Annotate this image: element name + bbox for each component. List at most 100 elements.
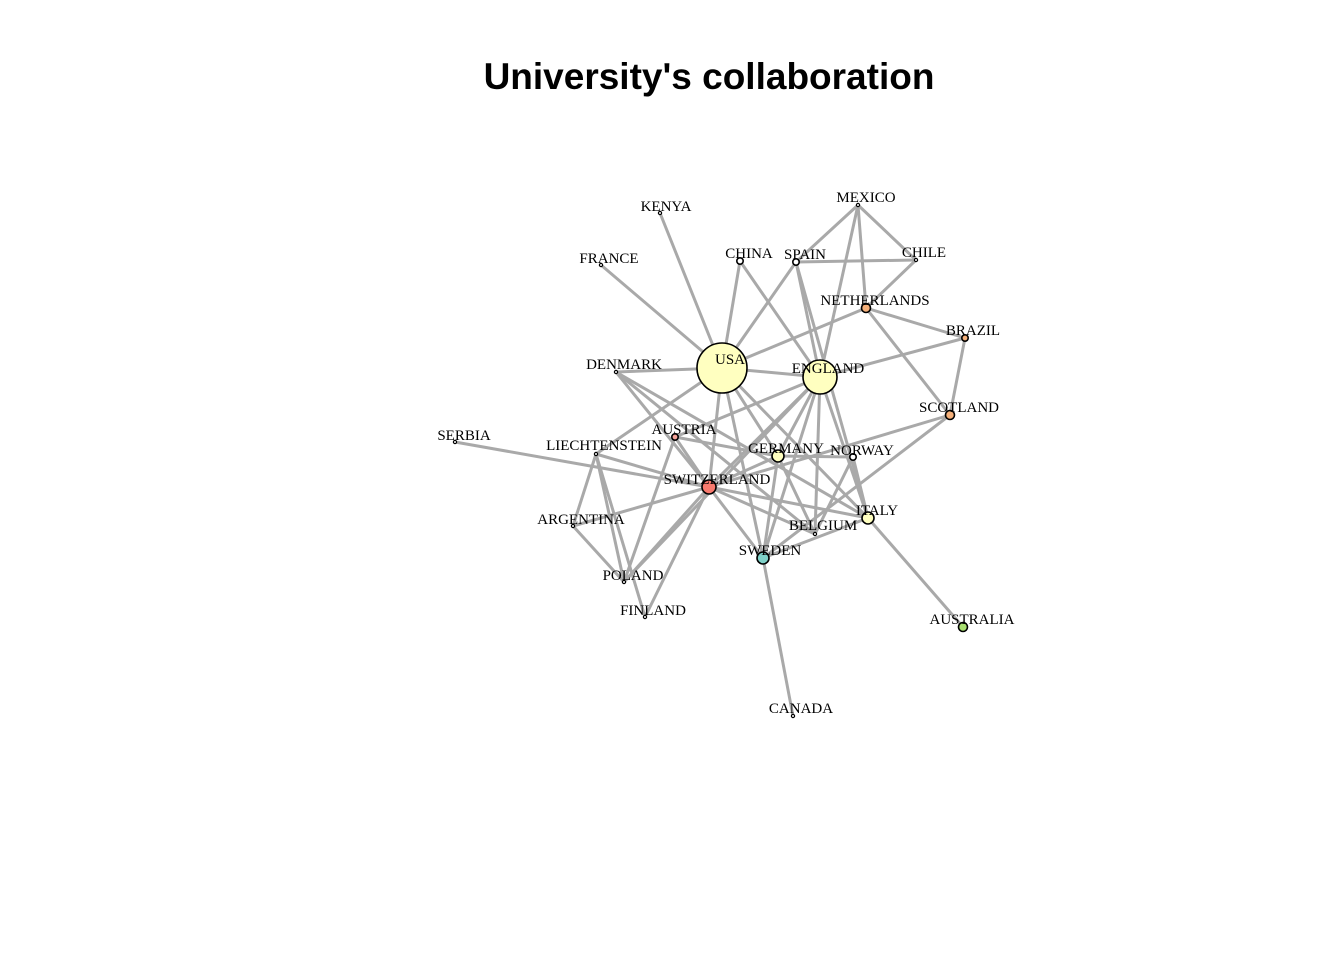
node-kenya[interactable] bbox=[657, 210, 663, 216]
edge-germany-belgium bbox=[776, 454, 817, 536]
edge-usa-france bbox=[599, 263, 724, 370]
edge-denmark-belgium bbox=[614, 370, 817, 536]
edge-chile-netherlands bbox=[864, 258, 918, 310]
label-layer: USA ENGLAND SWITZERLAND ITALY GERMANY SWEDEN A… bbox=[437, 190, 1014, 717]
node-germany[interactable] bbox=[771, 449, 785, 463]
node-england[interactable] bbox=[802, 359, 838, 395]
edge-mexico-chile bbox=[856, 203, 918, 262]
node-label-argentina: ARGENTINA bbox=[537, 512, 625, 528]
edge-england-austria bbox=[673, 375, 822, 439]
node-serbia[interactable] bbox=[452, 439, 458, 445]
edge-usa-kenya bbox=[658, 211, 724, 370]
node-denmark[interactable] bbox=[613, 369, 619, 375]
edge-denmark-switzerland bbox=[614, 370, 711, 489]
edge-denmark-italy bbox=[614, 370, 870, 520]
node-belgium[interactable] bbox=[812, 531, 818, 537]
node-label-poland: POLAND bbox=[603, 568, 664, 584]
edge-mexico-spain bbox=[794, 203, 860, 264]
edge-liechtenstein-poland bbox=[594, 452, 626, 584]
node-italy[interactable] bbox=[861, 511, 875, 525]
edge-england-poland bbox=[622, 375, 822, 584]
edge-england-china bbox=[738, 259, 822, 379]
edge-scotland-sweden bbox=[761, 413, 952, 560]
node-austria[interactable] bbox=[670, 432, 679, 441]
edge-layer bbox=[453, 203, 967, 718]
edge-liechtenstein-switzerland bbox=[594, 452, 711, 489]
node-label-norway: NORWAY bbox=[830, 443, 894, 459]
edge-switzerland-germany bbox=[707, 454, 780, 489]
node-france[interactable] bbox=[598, 262, 604, 268]
node-label-spain: SPAIN bbox=[784, 247, 826, 263]
node-mexico[interactable] bbox=[855, 202, 861, 208]
node-label-netherlands: NETHERLANDS bbox=[820, 293, 929, 309]
node-layer bbox=[452, 202, 969, 719]
node-norway[interactable] bbox=[848, 452, 857, 461]
node-label-serbia: SERBIA bbox=[437, 428, 491, 444]
edge-scotland-switzerland bbox=[707, 413, 952, 489]
node-label-mexico: MEXICO bbox=[836, 190, 895, 206]
edge-spain-chile bbox=[794, 258, 918, 264]
node-brazil[interactable] bbox=[960, 333, 969, 342]
node-label-england: ENGLAND bbox=[792, 361, 865, 377]
node-label-germany: GERMANY bbox=[748, 441, 824, 457]
node-netherlands[interactable] bbox=[860, 302, 872, 314]
edge-sweden-canada bbox=[761, 556, 795, 718]
node-finland[interactable] bbox=[642, 614, 648, 620]
edge-germany-norway bbox=[776, 454, 855, 459]
edge-netherlands-brazil bbox=[864, 306, 967, 340]
node-label-scotland: SCOTLAND bbox=[919, 400, 999, 416]
edge-england-sweden bbox=[761, 375, 822, 560]
node-china[interactable] bbox=[735, 256, 744, 265]
edge-italy-sweden bbox=[761, 516, 870, 560]
edge-england-mexico bbox=[818, 203, 860, 379]
edge-usa-italy bbox=[720, 366, 870, 520]
node-argentina[interactable] bbox=[570, 523, 576, 529]
edge-mexico-netherlands bbox=[856, 203, 868, 310]
node-label-belgium: BELGIUM bbox=[789, 518, 857, 534]
node-label-switzerland: SWITZERLAND bbox=[664, 472, 771, 488]
edge-norway-belgium bbox=[813, 455, 855, 536]
edge-switzerland-belgium bbox=[707, 485, 817, 536]
node-scotland[interactable] bbox=[944, 409, 956, 421]
node-usa[interactable] bbox=[696, 342, 748, 394]
node-poland[interactable] bbox=[621, 579, 627, 585]
node-label-finland: FINLAND bbox=[620, 603, 686, 619]
node-label-france: FRANCE bbox=[579, 251, 638, 267]
node-label-sweden: SWEDEN bbox=[739, 543, 802, 559]
edge-argentina-switzerland bbox=[571, 485, 711, 528]
node-label-canada: CANADA bbox=[769, 701, 833, 717]
node-australia[interactable] bbox=[957, 621, 969, 633]
edge-germany-sweden bbox=[761, 454, 780, 560]
node-label-liechtenstein: LIECHTENSTEIN bbox=[546, 438, 662, 454]
node-sweden[interactable] bbox=[756, 551, 770, 565]
edge-england-brazil bbox=[818, 336, 967, 379]
edge-serbia-switzerland bbox=[453, 440, 711, 489]
edge-liechtenstein-argentina bbox=[571, 452, 598, 528]
node-label-china: CHINA bbox=[725, 246, 773, 262]
page-title: University's collaboration bbox=[483, 56, 935, 97]
node-label-kenya: KENYA bbox=[641, 199, 692, 215]
node-canada[interactable] bbox=[790, 713, 796, 719]
edge-switzerland-sweden bbox=[707, 485, 765, 560]
edge-switzerland-italy bbox=[707, 485, 870, 520]
node-label-italy: ITALY bbox=[856, 503, 898, 519]
node-label-chile: CHILE bbox=[902, 245, 946, 261]
node-label-austria: AUSTRIA bbox=[651, 422, 716, 438]
edge-austria-poland bbox=[622, 435, 677, 584]
edge-italy-australia bbox=[866, 516, 965, 629]
node-liechtenstein[interactable] bbox=[593, 451, 599, 457]
node-label-brazil: BRAZIL bbox=[946, 323, 1000, 339]
edge-norway-italy bbox=[851, 455, 870, 520]
edge-poland-switzerland bbox=[622, 485, 711, 584]
node-chile[interactable] bbox=[913, 257, 919, 263]
node-label-denmark: DENMARK bbox=[586, 357, 662, 373]
node-label-australia: AUSTRALIA bbox=[930, 612, 1015, 628]
edge-brazil-scotland bbox=[948, 336, 967, 417]
node-label-usa: USA bbox=[715, 352, 745, 368]
edge-netherlands-scotland bbox=[864, 306, 952, 417]
node-spain[interactable] bbox=[791, 257, 800, 266]
edge-austria-germany bbox=[673, 435, 780, 458]
node-switzerland[interactable] bbox=[701, 479, 717, 495]
edge-usa-sweden bbox=[720, 366, 765, 560]
